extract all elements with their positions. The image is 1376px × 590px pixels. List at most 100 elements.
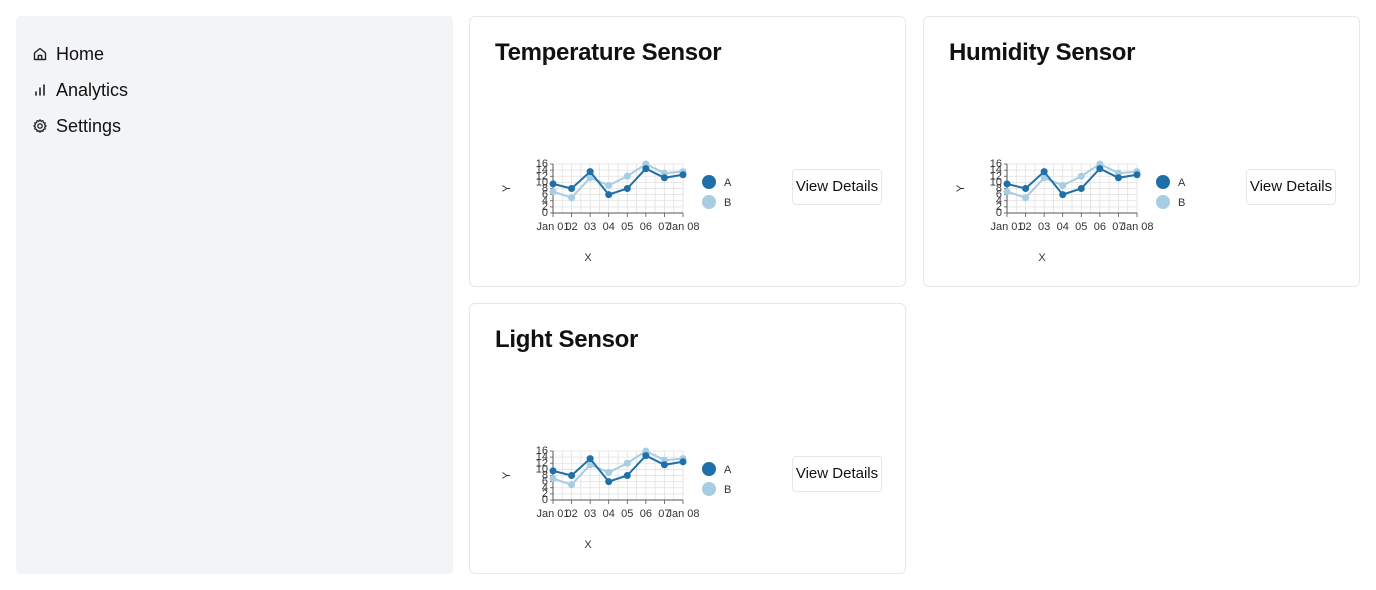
legend-label: B [724, 197, 731, 209]
x-tick-label: Jan 01 [536, 508, 569, 520]
legend-label: B [1178, 197, 1185, 209]
data-point-B [605, 181, 613, 189]
x-tick-label: 04 [603, 221, 615, 233]
x-tick-label: 03 [584, 508, 596, 520]
x-tick-label: Jan 01 [536, 221, 569, 233]
x-tick-label: Jan 08 [666, 508, 699, 520]
x-tick-label: 02 [1019, 221, 1031, 233]
data-point-A [1003, 180, 1011, 188]
y-tick-label: 0 [996, 207, 1002, 219]
data-point-B [623, 172, 631, 180]
y-axis-label: Y [501, 471, 513, 479]
x-axis-label: X [1038, 252, 1046, 264]
sidebar: Home Analytics Settings [16, 16, 453, 574]
x-tick-label: Jan 01 [990, 221, 1023, 233]
x-tick-label: 04 [603, 508, 615, 520]
data-point-A [642, 452, 650, 460]
sensor-card-light: Light Sensor 0 2 4 6 8 10 12 14 16 Jan 01 02 03 04 05… [469, 303, 906, 574]
data-point-A [1096, 165, 1104, 173]
y-tick-label: 8 [996, 183, 1002, 195]
y-tick-label: 12 [536, 170, 548, 182]
y-tick-label: 16 [990, 158, 1002, 170]
x-tick-label: Jan 08 [1120, 221, 1153, 233]
x-tick-label: 06 [640, 221, 652, 233]
sidebar-item-label: Analytics [56, 79, 129, 100]
data-point-A [568, 472, 576, 479]
x-tick-label: 03 [1038, 221, 1050, 233]
y-tick-label: 12 [990, 170, 1002, 182]
x-tick-label: 02 [565, 221, 577, 233]
y-tick-label: 0 [542, 494, 548, 506]
data-point-B [1077, 172, 1085, 180]
data-point-A [623, 185, 631, 192]
sidebar-item-settings[interactable]: Settings [32, 108, 453, 144]
data-point-A [1077, 185, 1085, 192]
x-tick-label: 05 [1075, 221, 1087, 233]
data-point-A [549, 180, 557, 188]
x-tick-label: Jan 08 [666, 221, 699, 233]
x-tick-label: 05 [621, 508, 633, 520]
data-point-B [568, 481, 576, 489]
x-tick-label: 07 [1112, 221, 1124, 233]
data-point-A [679, 171, 687, 179]
x-tick-label: 06 [1094, 221, 1106, 233]
y-tick-label: 4 [542, 195, 548, 207]
x-tick-label: 04 [1057, 221, 1069, 233]
data-point-A [605, 478, 613, 486]
gear-icon [32, 118, 48, 134]
sidebar-item-label: Settings [56, 115, 122, 136]
data-point-B [1059, 181, 1067, 189]
y-tick-label: 8 [542, 183, 548, 195]
home-icon [32, 46, 48, 62]
y-tick-label: 10 [990, 176, 1002, 188]
y-tick-label: 16 [536, 445, 548, 457]
view-details-button[interactable]: View Details [792, 169, 882, 205]
card-title: Light Sensor [495, 326, 639, 353]
y-tick-label: 6 [542, 476, 548, 488]
sidebar-item-home[interactable]: Home [32, 36, 453, 72]
sensor-card-temperature: Temperature Sensor 0 2 4 6 8 10 12 14 16 Jan 01 02… [469, 16, 906, 287]
sidebar-item-analytics[interactable]: Analytics [32, 72, 453, 108]
y-tick-label: 6 [542, 189, 548, 201]
y-tick-label: 16 [536, 158, 548, 170]
legend-marker-A [702, 175, 716, 189]
legend-label: B [724, 484, 731, 496]
x-tick-label: 05 [621, 221, 633, 233]
data-point-B [549, 475, 557, 483]
data-point-A [1059, 191, 1067, 199]
card-title: Temperature Sensor [495, 39, 722, 66]
y-axis-label: Y [501, 184, 513, 192]
x-tick-label: 06 [640, 508, 652, 520]
data-point-B [549, 188, 557, 196]
data-point-B [586, 174, 594, 182]
card-title: Humidity Sensor [949, 39, 1136, 66]
data-point-B [605, 468, 613, 476]
x-tick-label: 02 [565, 508, 577, 520]
y-tick-label: 14 [990, 164, 1002, 176]
sensor-card-humidity: Humidity Sensor 0 2 4 6 8 10 12 14 16 Jan 01 02 03 0… [923, 16, 1360, 287]
legend-label: A [724, 464, 732, 476]
data-point-A [1040, 168, 1048, 176]
x-tick-label: 07 [658, 221, 670, 233]
sidebar-item-label: Home [56, 43, 105, 64]
data-point-A [568, 185, 576, 192]
data-point-A [679, 458, 687, 466]
view-details-button[interactable]: View Details [792, 456, 882, 492]
y-tick-label: 10 [536, 463, 548, 475]
view-details-button[interactable]: View Details [1246, 169, 1336, 205]
legend-label: A [724, 177, 732, 189]
data-point-A [1022, 185, 1030, 192]
bar-chart-icon [32, 82, 48, 98]
y-tick-label: 8 [542, 470, 548, 482]
data-point-A [623, 472, 631, 479]
legend-label: A [1178, 177, 1186, 189]
data-point-A [586, 168, 594, 176]
y-axis-label: Y [955, 184, 967, 192]
legend-marker-A [702, 462, 716, 476]
data-point-A [549, 467, 557, 475]
data-point-A [605, 191, 613, 199]
data-point-B [1022, 194, 1030, 202]
x-tick-label: 07 [658, 508, 670, 520]
